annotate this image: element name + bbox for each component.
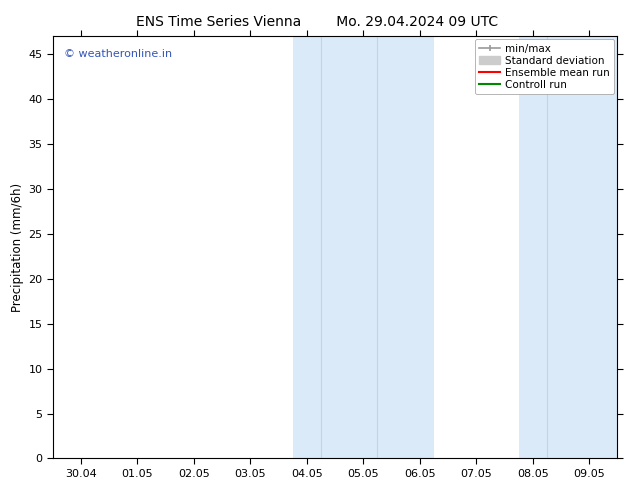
Text: ENS Time Series Vienna        Mo. 29.04.2024 09 UTC: ENS Time Series Vienna Mo. 29.04.2024 09… xyxy=(136,15,498,29)
Bar xyxy=(293,36,434,459)
Text: © weatheronline.in: © weatheronline.in xyxy=(64,49,172,59)
Legend: min/max, Standard deviation, Ensemble mean run, Controll run: min/max, Standard deviation, Ensemble me… xyxy=(475,39,614,94)
Bar xyxy=(519,36,618,459)
Y-axis label: Precipitation (mm/6h): Precipitation (mm/6h) xyxy=(11,183,24,312)
